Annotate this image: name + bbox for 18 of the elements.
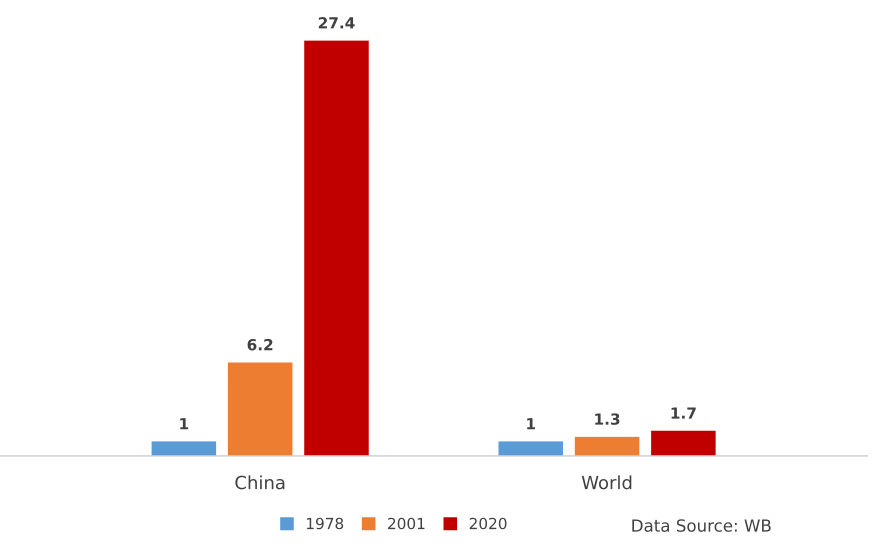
bar xyxy=(573,435,641,456)
source-note: Data Source: WB xyxy=(632,519,771,532)
x-tick-label: World xyxy=(582,475,632,490)
bar xyxy=(650,429,718,456)
bar xyxy=(497,440,564,456)
bar xyxy=(302,39,370,456)
data-label: 1.3 xyxy=(595,413,620,425)
x-tick-label: China xyxy=(235,475,284,490)
legend-label: 2001 xyxy=(388,518,424,530)
bar xyxy=(226,361,294,456)
data-label: 1 xyxy=(180,418,188,430)
data-label: 1 xyxy=(527,418,536,430)
legend-label: 1978 xyxy=(307,518,344,530)
data-label: 6.2 xyxy=(248,338,272,350)
data-label: 27.4 xyxy=(318,17,355,28)
data-label: 1.7 xyxy=(672,407,696,419)
bar xyxy=(150,440,218,456)
legend-label: 2020 xyxy=(470,518,507,530)
